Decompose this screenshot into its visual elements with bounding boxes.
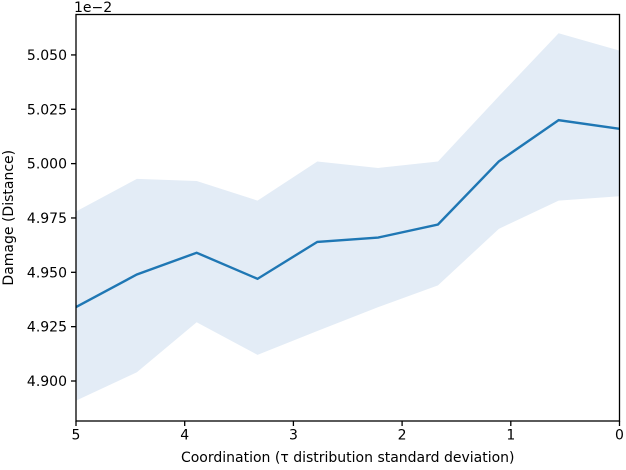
y-axis: 4.900 4.925 4.950 4.975 5.000 5.025 5.050	[27, 48, 76, 390]
x-tick-label: 5	[72, 428, 81, 444]
x-tick-label: 2	[398, 428, 407, 444]
confidence-band-area	[76, 33, 620, 401]
y-tick-label: 4.900	[27, 374, 67, 390]
y-tick-label: 5.000	[27, 157, 67, 173]
x-tick-label: 4	[180, 428, 189, 444]
y-tick-label: 4.925	[27, 320, 67, 336]
y-tick-label: 4.950	[27, 265, 67, 281]
series-mean-damage	[75, 118, 620, 309]
x-tick-label: 3	[289, 428, 298, 444]
x-tick-label: 0	[615, 428, 624, 444]
y-offset-label: 1e−2	[74, 0, 112, 16]
y-tick-label: 5.050	[27, 48, 67, 64]
y-tick-label: 5.025	[27, 102, 67, 118]
y-axis-label: Damage (Distance)	[1, 150, 17, 286]
x-tick-label: 1	[506, 428, 515, 444]
y-tick-label: 4.975	[27, 211, 67, 227]
x-axis-label: Coordination (τ distribution standard de…	[181, 450, 515, 466]
confidence-band	[76, 33, 620, 401]
x-axis: 5 4 3 2 1 0	[72, 421, 624, 444]
data-line	[75, 118, 620, 309]
